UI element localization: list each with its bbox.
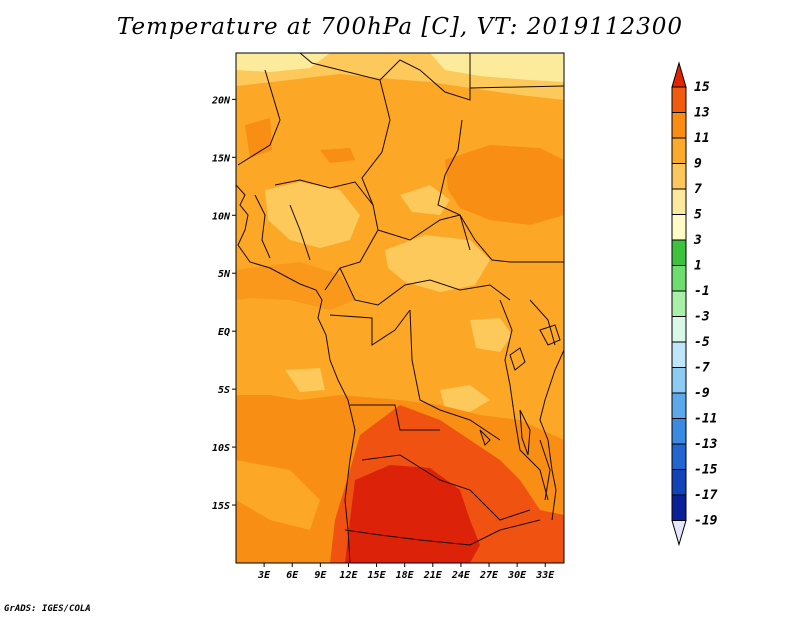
lon-tick-label: 6E [286,570,299,581]
colorbar-label: 1 [694,259,702,274]
colorbar-swatch [671,290,687,317]
temperature-field [236,53,564,563]
colorbar-swatch [671,316,687,343]
lon-tick-label: 33E [535,570,555,581]
colorbar-label: 5 [694,208,702,223]
colorbar-swatch [671,443,687,470]
lon-tick-label: 3E [257,570,271,581]
colorbar-swatch [671,86,687,113]
lon-tick-label: 30E [507,570,527,581]
colorbar-label: -15 [694,463,718,478]
colorbar-swatch [671,239,687,266]
country-borders [236,53,564,563]
colorbar-swatch [671,137,687,164]
lon-tick-label: 18E [396,570,415,581]
colorbar-label: 3 [693,233,702,248]
colorbar-label: 13 [694,106,710,121]
colorbar-label: 7 [694,182,702,197]
lon-tick-label: 24E [451,570,471,581]
colorbar-swatch [671,469,687,496]
lat-tick-label: 15S [212,501,230,512]
latitude-axis: 20N 15N 10N 5N EQ 5S 10S 15S [211,95,236,512]
colorbar-label: -19 [694,514,718,529]
colorbar-label: -13 [694,437,718,452]
map-title: Temperature at 700hPa [C], VT: 201911230… [116,14,684,40]
colorbar-swatch [671,494,687,521]
lat-tick-label: 5S [218,385,230,396]
colorbar-swatch [671,112,687,139]
colorbar-label: 11 [694,131,710,146]
map-frame [235,52,565,564]
colorbar-bottom-arrow [671,520,687,547]
colorbar-swatch [671,367,687,394]
lon-tick-label: 27E [479,570,499,581]
colorbar-label: -5 [694,335,710,350]
colorbar-top-arrow [671,61,687,88]
colorbar-label: 9 [694,157,702,172]
colorbar-swatch [671,341,687,368]
longitude-axis: 3E 6E 9E 12E 15E 18E 21E 24E 27E 30E 33E [257,563,555,581]
grads-credit: GrADS: IGES/COLA [4,604,91,614]
lat-tick-label: 15N [212,153,231,164]
colorbar-label: -9 [694,386,710,401]
colorbar: 15 13 11 9 7 5 3 1 -1 -3 -5 -7 -9 -11 -13 -15 -17 -19 [671,61,718,547]
colorbar-swatch [671,163,687,190]
colorbar-label: -17 [694,488,718,503]
temperature-map: 3E 6E 9E 12E 15E 18E 21E 24E 27E 30E 33E 20N15N10N… [211,52,718,581]
colorbar-label: -1 [694,284,710,299]
colorbar-label: 15 [694,80,710,95]
lat-tick-label: EQ [218,327,230,338]
colorbar-label: -3 [694,310,710,325]
colorbar-swatch [671,214,687,241]
lon-tick-label: 21E [423,570,443,581]
lat-tick-label: 20N [211,95,231,106]
colorbar-swatch [671,418,687,445]
lon-tick-label: 9E [314,570,327,581]
lon-tick-label: 15E [368,570,387,581]
lat-tick-label: 10S [212,443,230,454]
lon-tick-label: 12E [339,570,358,581]
lat-tick-label: 10N [212,211,231,222]
colorbar-label: -7 [694,361,710,376]
colorbar-swatch [671,392,687,419]
colorbar-swatch [671,188,687,215]
colorbar-swatch [671,265,687,292]
lat-tick-label: 5N [218,269,231,280]
colorbar-label: -11 [694,412,717,427]
